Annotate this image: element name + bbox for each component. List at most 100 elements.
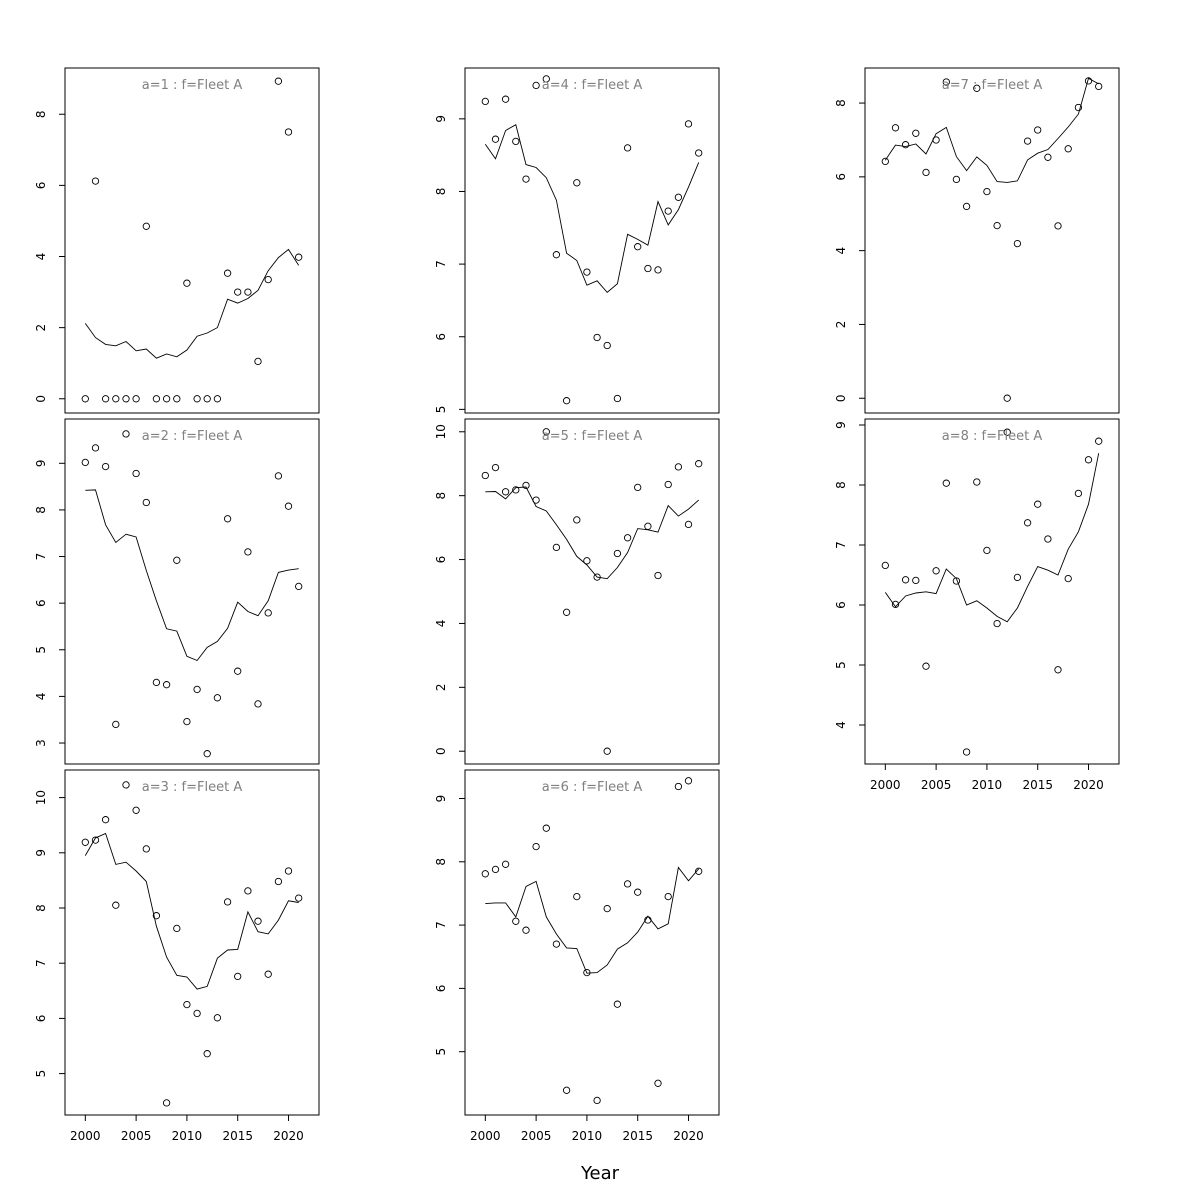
observed-point bbox=[962, 748, 971, 756]
fitted-line bbox=[884, 453, 1100, 623]
observed-point bbox=[203, 395, 211, 403]
y-tick-label: 8 bbox=[434, 492, 448, 500]
observed-point bbox=[193, 1009, 201, 1018]
observed-point bbox=[152, 395, 161, 403]
x-tick-label: 2005 bbox=[121, 1129, 152, 1143]
observed-point bbox=[1034, 500, 1042, 508]
observed-point bbox=[101, 816, 110, 824]
observed-point bbox=[101, 395, 110, 403]
observed-point bbox=[1074, 103, 1083, 112]
observed-point bbox=[942, 78, 950, 86]
observed-point bbox=[295, 894, 303, 902]
observed-point bbox=[213, 694, 222, 702]
observed-point bbox=[1003, 428, 1011, 436]
observed-point bbox=[532, 496, 540, 504]
panel-a1: 0 2 4 6 8 a=1 : f=Fleet A bbox=[34, 67, 320, 414]
observed-point bbox=[664, 480, 672, 489]
observed-point bbox=[593, 333, 601, 342]
observed-point bbox=[244, 548, 252, 556]
observed-point bbox=[254, 357, 262, 366]
observed-point bbox=[1023, 519, 1032, 527]
panel-label: a=6 : f=Fleet A bbox=[542, 780, 643, 795]
observed-point bbox=[142, 222, 150, 230]
y-tick-label: 4 bbox=[34, 253, 48, 261]
observed-point bbox=[295, 253, 303, 261]
observed-point bbox=[264, 609, 272, 617]
y-tick-label: 5 bbox=[34, 1070, 48, 1078]
plot-frame bbox=[864, 418, 1120, 765]
panel-label: a=7 : f=Fleet A bbox=[942, 78, 1043, 93]
observed-point bbox=[634, 243, 642, 251]
observed-point bbox=[112, 720, 120, 729]
panels: 0 2 4 6 8 a=1 : f=Fleet A 3 4 5 6 7 8 9 a=2 : f=Fleet… bbox=[34, 67, 1120, 1143]
observed-point bbox=[91, 444, 100, 452]
x-tick-label: 2010 bbox=[172, 1129, 203, 1143]
observed-point bbox=[244, 887, 252, 895]
observed-point bbox=[1084, 456, 1093, 464]
observed-point bbox=[1013, 573, 1022, 582]
observed-point bbox=[173, 395, 181, 403]
observed-point bbox=[81, 395, 89, 403]
observed-point bbox=[512, 917, 520, 925]
observed-point bbox=[203, 750, 211, 758]
y-tick-label: 9 bbox=[34, 459, 48, 467]
observed-point bbox=[183, 279, 191, 287]
x-tick-label: 2005 bbox=[521, 1129, 552, 1143]
observed-point bbox=[623, 534, 632, 542]
observed-point bbox=[1054, 222, 1062, 230]
observed-point bbox=[562, 397, 571, 405]
observed-point bbox=[552, 940, 561, 948]
observed-point bbox=[891, 600, 900, 609]
y-tick-label: 8 bbox=[434, 858, 448, 866]
panel-a2: 3 4 5 6 7 8 9 a=2 : f=Fleet A bbox=[34, 418, 320, 765]
observed-point bbox=[491, 463, 500, 472]
observed-point bbox=[162, 395, 171, 403]
y-tick-label: 6 bbox=[834, 601, 848, 609]
observed-point bbox=[122, 430, 130, 438]
y-tick-label: 6 bbox=[34, 1015, 48, 1023]
fitted-line bbox=[484, 124, 700, 294]
y-tick-label: 6 bbox=[834, 173, 848, 181]
observed-point bbox=[674, 193, 683, 201]
observed-point bbox=[1023, 137, 1032, 145]
observed-point bbox=[983, 546, 991, 555]
observed-point bbox=[1095, 82, 1103, 91]
observed-point bbox=[522, 481, 530, 490]
observed-point bbox=[132, 395, 140, 403]
observed-point bbox=[542, 428, 550, 436]
observed-point bbox=[695, 149, 703, 157]
y-tick-label: 0 bbox=[434, 747, 448, 755]
observed-point bbox=[223, 898, 232, 906]
observed-point bbox=[274, 472, 283, 480]
observed-point bbox=[993, 619, 1001, 628]
observed-point bbox=[481, 471, 489, 480]
observed-point bbox=[962, 202, 971, 211]
panel-label: a=2 : f=Fleet A bbox=[142, 429, 243, 444]
observed-point bbox=[573, 892, 581, 901]
observed-point bbox=[481, 97, 489, 106]
fitted-line bbox=[85, 489, 299, 662]
y-tick-label: 5 bbox=[834, 661, 848, 669]
observed-point bbox=[634, 888, 642, 896]
y-tick-label: 6 bbox=[434, 985, 448, 993]
observed-point bbox=[512, 137, 520, 146]
plot-frame bbox=[464, 67, 720, 414]
plot-frame bbox=[64, 67, 320, 414]
observed-point bbox=[193, 395, 201, 403]
observed-point bbox=[674, 463, 683, 471]
observed-point bbox=[284, 502, 293, 510]
observed-point bbox=[1074, 489, 1083, 498]
observed-point bbox=[81, 838, 89, 846]
x-tick-label: 2020 bbox=[273, 1129, 304, 1143]
observed-point bbox=[881, 157, 889, 166]
observed-point bbox=[234, 288, 242, 296]
observed-point bbox=[613, 1000, 622, 1008]
y-tick-label: 10 bbox=[34, 790, 48, 805]
x-axis-label: Year bbox=[580, 1163, 620, 1184]
observed-point bbox=[613, 394, 622, 403]
panel-label: a=4 : f=Fleet A bbox=[542, 78, 643, 93]
panel-a7: 0 2 4 6 8 a=7 : f=Fleet A bbox=[834, 67, 1120, 414]
observed-point bbox=[603, 904, 611, 913]
observed-point bbox=[654, 1079, 662, 1087]
